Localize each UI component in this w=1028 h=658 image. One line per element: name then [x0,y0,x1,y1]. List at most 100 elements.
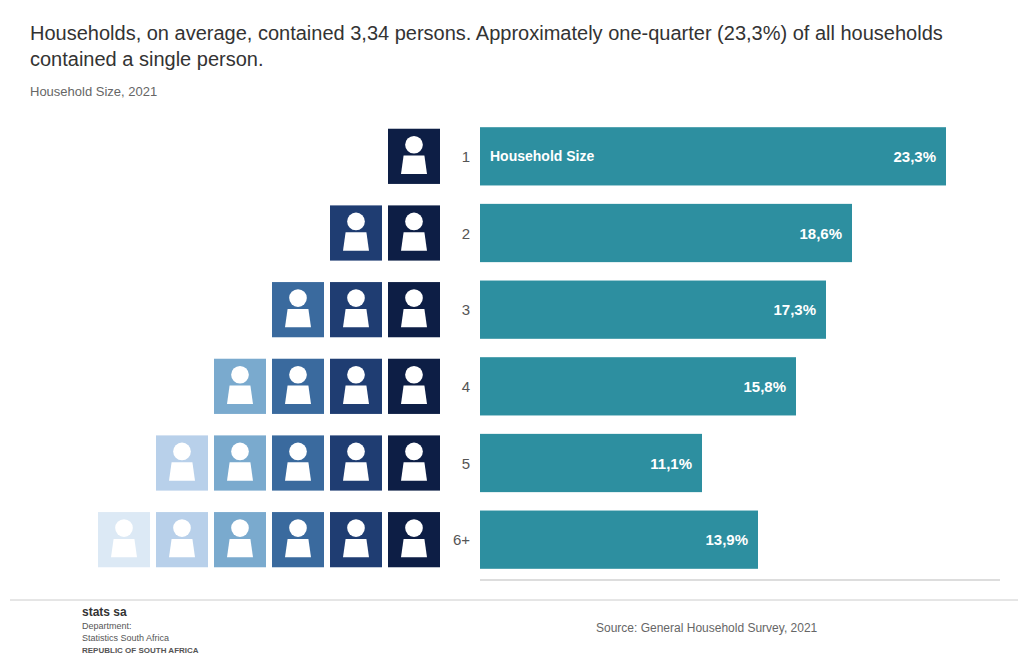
bar [480,204,852,262]
icon-head [347,213,365,231]
icon-head [173,443,191,461]
person-icon [214,435,266,490]
person-icon [330,282,382,337]
person-icon [156,435,208,490]
person-icon [330,512,382,567]
icon-head [347,519,365,537]
bar [480,357,796,415]
tick-label: 5 [462,455,470,472]
icon-box [214,435,266,490]
title-group: Households, on average, contained 3,34 p… [30,22,943,70]
person-icon [156,512,208,567]
bar [480,127,946,185]
icon-head [289,443,307,461]
icon-box [156,512,208,567]
person-icon [388,282,440,337]
icon-box [156,435,208,490]
icon-box [330,282,382,337]
person-icon [214,512,266,567]
icon-body [343,386,369,404]
icon-box [330,205,382,260]
icon-body [169,539,195,557]
person-icon [98,512,150,567]
bars [480,127,946,569]
icon-head [289,366,307,384]
person-icon [272,359,324,414]
icon-head [405,366,423,384]
footer-text: REPUBLIC OF SOUTH AFRICA [82,646,199,655]
icon-body [285,462,311,480]
person-icon [388,205,440,260]
tick-label: 3 [462,301,470,318]
person-icon [388,129,440,184]
person-icon [388,512,440,567]
tick-label: 2 [462,225,470,242]
icon-box [330,512,382,567]
icon-body [401,462,427,480]
icon-head [231,519,249,537]
bar [480,434,702,492]
data-label: 15,8% [743,378,786,395]
data-label: 13,9% [705,531,748,548]
icon-head [173,519,191,537]
data-label: 18,6% [799,225,842,242]
icon-body [169,462,195,480]
icon-box [388,435,440,490]
person-icon [330,359,382,414]
person-icon [272,282,324,337]
person-icon [214,359,266,414]
icon-box [330,435,382,490]
icon-head [405,289,423,307]
data-label: 23,3% [893,148,936,165]
icon-body [285,539,311,557]
icon-head [115,519,133,537]
footer-rule [10,600,1018,601]
person-icon [272,512,324,567]
data-label: 17,3% [773,301,816,318]
icon-head [405,519,423,537]
icon-body [343,462,369,480]
icon-body [111,539,137,557]
icon-body [343,309,369,327]
icon-body [285,386,311,404]
icon-head [405,136,423,154]
icon-box [388,282,440,337]
icon-box [272,359,324,414]
icon-box [214,359,266,414]
icon-box [330,359,382,414]
source: Source: General Household Survey, 2021 [596,621,818,635]
icon-box [388,512,440,567]
person-icon [330,205,382,260]
icon-head [347,366,365,384]
person-icon [388,435,440,490]
title: Households, on average, contained 3,34 p… [30,22,943,70]
icon-box [272,282,324,337]
icon-box [388,205,440,260]
tick-label: 6+ [453,531,470,548]
person-icons [98,129,440,568]
icon-box [272,512,324,567]
icon-body [401,386,427,404]
icon-body [401,232,427,250]
axis-line [480,580,1000,581]
icon-body [401,156,427,174]
footer-text: Department: [82,621,132,631]
icon-head [231,443,249,461]
icon-head [347,443,365,461]
tick-label: 1 [462,148,470,165]
icon-body [343,539,369,557]
icon-head [231,366,249,384]
data-label: 11,1% [650,455,692,472]
icon-body [285,309,311,327]
subtitle: Household Size, 2021 [30,84,157,99]
icon-head [289,519,307,537]
footer-text: Statistics South Africa [82,633,169,643]
bar [480,281,826,339]
icon-box [388,129,440,184]
person-icon [272,435,324,490]
icon-box [388,359,440,414]
icon-head [347,289,365,307]
person-icon [388,359,440,414]
bar [480,511,758,569]
icon-head [289,289,307,307]
